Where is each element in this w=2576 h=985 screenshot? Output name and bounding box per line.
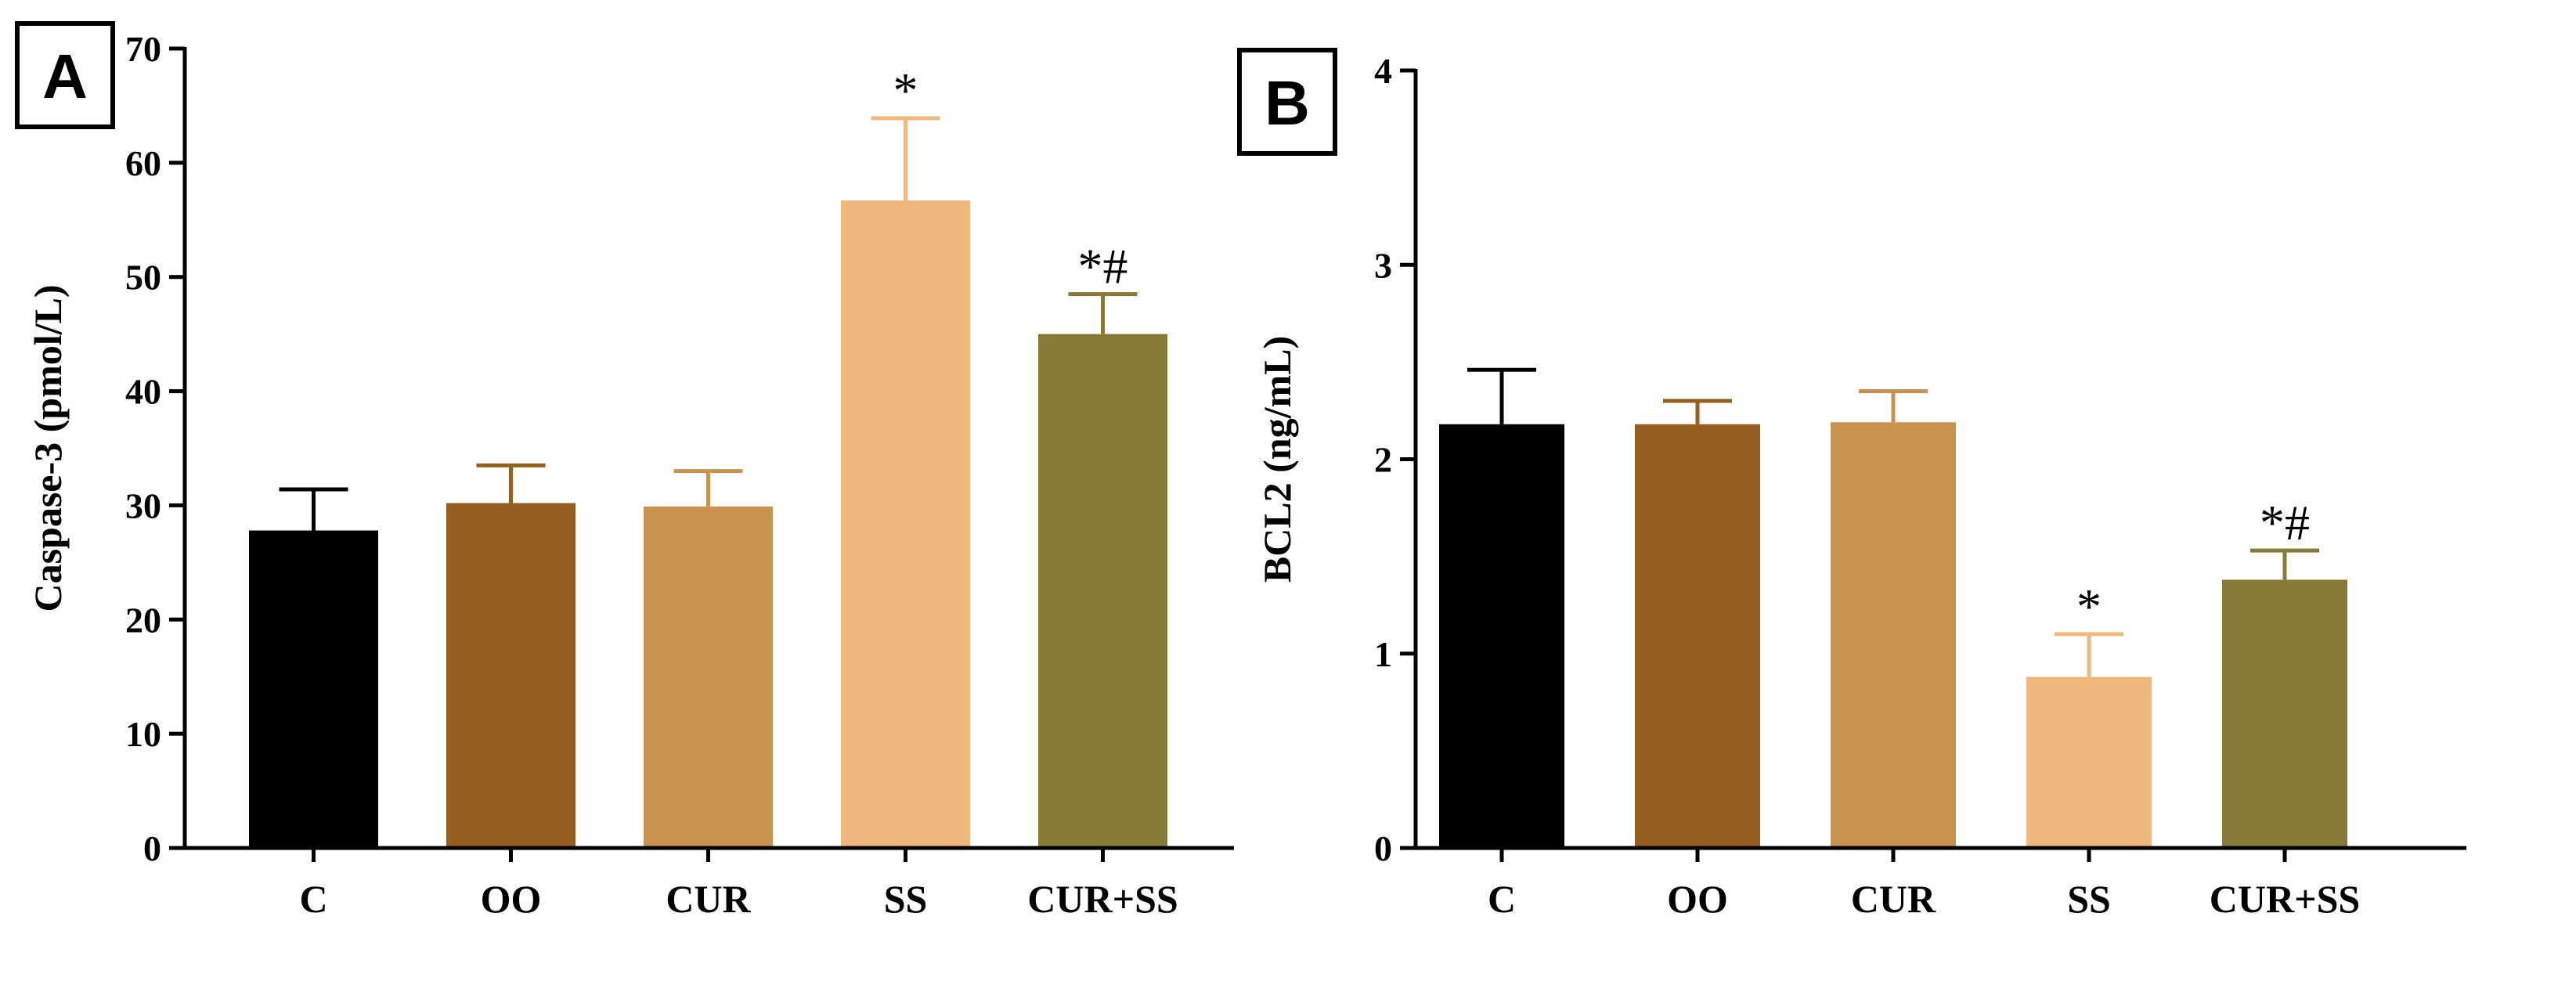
x-tick-label: C bbox=[299, 877, 327, 921]
y-tick-label: 0 bbox=[143, 828, 161, 868]
panel-letter: B bbox=[1265, 68, 1310, 138]
y-tick-label: 30 bbox=[125, 485, 161, 525]
chart-panel-bcl2: C OO CUR * SS *# CUR+SS 0 1 2 3 4 BCL2 (ng/mL) B bbox=[1237, 48, 2466, 921]
y-tick-label: 0 bbox=[1374, 828, 1392, 868]
x-tick-label: CUR+SS bbox=[2210, 877, 2360, 921]
y-axis-title: BCL2 (ng/mL) bbox=[1255, 336, 1299, 583]
y-tick-label: 40 bbox=[125, 372, 161, 412]
y-tick-label: 10 bbox=[125, 714, 161, 754]
bar-cur-plus-ss bbox=[1038, 334, 1167, 849]
x-tick-label: OO bbox=[1667, 877, 1728, 921]
chart-panel-caspase3: C OO CUR * SS *# CUR+SS 0 10 20 30 40 50 60 70 Caspase-… bbox=[15, 21, 1234, 921]
y-tick-label: 50 bbox=[125, 258, 161, 298]
y-tick-label: 2 bbox=[1374, 440, 1392, 480]
bar-c bbox=[249, 530, 378, 848]
panel-letter: A bbox=[42, 41, 88, 111]
y-tick-label: 1 bbox=[1374, 634, 1392, 674]
x-tick-label: OO bbox=[481, 877, 542, 921]
bar-c bbox=[1439, 424, 1564, 848]
bar-oo bbox=[446, 503, 575, 848]
x-tick-label: SS bbox=[2067, 877, 2111, 921]
bar-cur bbox=[1831, 422, 1956, 848]
y-axis-title: Caspase-3 (pmol/L) bbox=[26, 284, 70, 612]
x-tick-label: SS bbox=[884, 877, 928, 921]
y-tick-label: 60 bbox=[125, 143, 161, 183]
significance-marker: *# bbox=[2260, 495, 2310, 550]
x-tick-label: CUR+SS bbox=[1027, 877, 1178, 921]
bar-ss bbox=[841, 200, 970, 849]
significance-marker: * bbox=[893, 63, 918, 118]
bar-ss bbox=[2026, 677, 2152, 848]
x-tick-label: CUR bbox=[666, 877, 751, 921]
y-tick-label: 70 bbox=[125, 29, 161, 69]
bar-cur-plus-ss bbox=[2222, 579, 2347, 848]
x-tick-label: C bbox=[1488, 877, 1516, 921]
panel-letter-box bbox=[15, 21, 115, 129]
y-tick-label: 3 bbox=[1374, 245, 1392, 285]
significance-marker: *# bbox=[1078, 239, 1128, 294]
panel-letter-box bbox=[1237, 48, 1337, 156]
y-tick-label: 20 bbox=[125, 600, 161, 640]
significance-marker: * bbox=[2076, 579, 2102, 634]
x-tick-label: CUR bbox=[1851, 877, 1936, 921]
y-tick-label: 4 bbox=[1374, 51, 1392, 91]
bar-oo bbox=[1635, 424, 1760, 848]
bar-cur bbox=[644, 506, 773, 848]
